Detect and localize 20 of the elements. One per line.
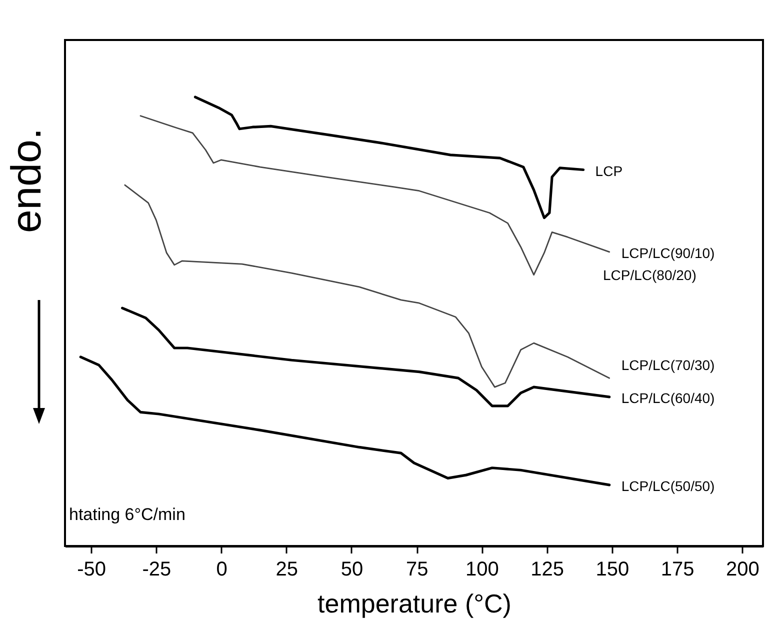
- x-tick-label: -25: [142, 558, 172, 580]
- x-tick-label: 25: [276, 558, 298, 580]
- y-axis-title: endo.: [2, 128, 50, 234]
- x-tick-label: 175: [660, 558, 694, 580]
- x-tick-label: 125: [530, 558, 564, 580]
- series-label: LCP/LC(60/40): [621, 390, 715, 406]
- series-label: LCP/LC(90/10): [621, 244, 715, 261]
- x-tick-label: 100: [466, 558, 499, 580]
- x-tick-label: 0: [216, 558, 228, 580]
- annotation: htating 6°C/min: [69, 505, 186, 524]
- x-tick-label: 75: [406, 558, 428, 580]
- x-tick-label: 50: [340, 558, 364, 580]
- annotation: LCP/LC(80/20): [603, 267, 696, 283]
- series-label: LCP/LC(70/30): [621, 357, 715, 374]
- x-tick-label: -50: [77, 558, 106, 580]
- series-label: LCP/LC(50/50): [621, 478, 715, 494]
- x-axis-title: temperature (°C): [318, 588, 512, 618]
- x-tick-label: 150: [596, 558, 630, 580]
- series-label: LCP: [595, 162, 623, 179]
- x-tick-label: 200: [726, 558, 760, 580]
